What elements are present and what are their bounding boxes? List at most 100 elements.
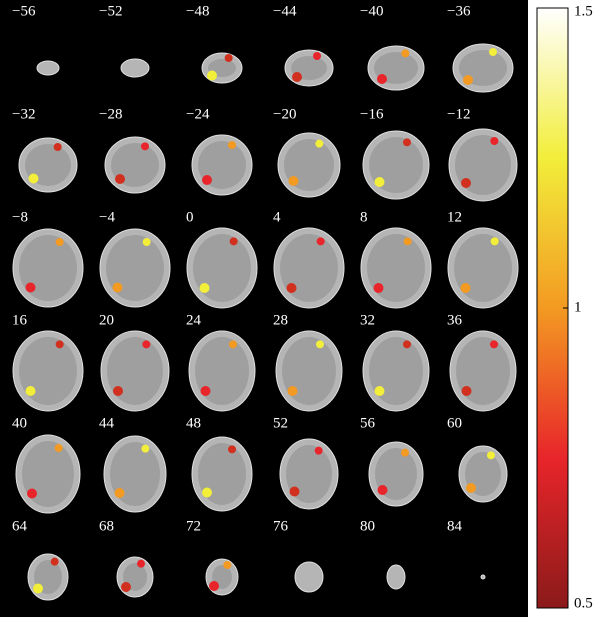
- slices: −56 −52 −48 −44 −40 −36−32 −28 −24 −20 −16 −12−8 −4…: [12, 3, 519, 601]
- slice-label: −20: [273, 106, 296, 122]
- slice-label: −28: [99, 106, 122, 122]
- activation: [401, 49, 410, 58]
- activation: [315, 139, 324, 148]
- slice-label: −56: [12, 3, 36, 19]
- activation: [229, 237, 238, 246]
- activation: [403, 138, 411, 147]
- slice-label: −48: [186, 3, 209, 19]
- activation: [286, 283, 297, 293]
- activation: [114, 488, 125, 498]
- slice-label: 16: [12, 312, 28, 328]
- slice-label: 48: [186, 415, 201, 431]
- slice-label: 56: [360, 415, 376, 431]
- activation: [460, 283, 471, 293]
- activation: [374, 386, 385, 396]
- activation: [53, 143, 62, 151]
- slice-label: 68: [99, 518, 114, 534]
- slice-label: −52: [99, 3, 122, 19]
- activation: [224, 54, 233, 62]
- activation: [141, 444, 150, 453]
- slice-label: 12: [447, 209, 462, 225]
- slice-label: 60: [447, 415, 462, 431]
- activation: [137, 559, 145, 568]
- brain-slice: [386, 564, 406, 590]
- activation: [228, 141, 236, 149]
- activation: [403, 340, 411, 349]
- slice-label: 72: [186, 518, 201, 534]
- brain-slice: [480, 574, 486, 580]
- activation: [55, 340, 64, 349]
- activation: [141, 142, 149, 151]
- activation: [292, 72, 302, 82]
- activation: [373, 283, 384, 293]
- activation: [223, 561, 232, 569]
- activation: [121, 582, 131, 592]
- activation: [202, 175, 212, 185]
- slice-label: 8: [360, 209, 368, 225]
- activation: [200, 386, 211, 396]
- montage-background: [0, 0, 528, 617]
- slice-label: 84: [447, 518, 463, 534]
- slice-label: 0: [186, 209, 194, 225]
- slice-label: 4: [273, 209, 281, 225]
- activation: [490, 340, 498, 349]
- activation: [487, 451, 495, 460]
- activation: [463, 75, 473, 85]
- slice-label: 52: [273, 415, 288, 431]
- activation: [228, 445, 236, 454]
- slice-label: 32: [360, 312, 375, 328]
- brain-slice: [294, 561, 324, 593]
- colorbar-tick-label: 1: [574, 299, 582, 315]
- activation: [25, 386, 36, 396]
- slice-label: −4: [99, 209, 115, 225]
- activation: [113, 386, 123, 396]
- activation: [199, 283, 210, 293]
- colorbar-tick-label: 0.5: [574, 595, 593, 611]
- activation: [207, 70, 217, 81]
- activation: [115, 174, 125, 184]
- activation: [54, 444, 63, 452]
- activation: [461, 178, 471, 188]
- slice-label: 36: [447, 312, 463, 328]
- activation: [314, 446, 323, 455]
- activation: [377, 74, 387, 84]
- slice-label: 40: [12, 415, 27, 431]
- activation: [490, 237, 499, 246]
- activation: [229, 340, 237, 349]
- slice-label: 28: [273, 312, 288, 328]
- slice-label: −36: [447, 3, 471, 19]
- slice-label: −32: [12, 106, 35, 122]
- activation: [490, 137, 499, 145]
- activation: [288, 176, 299, 186]
- colorbar: [536, 7, 569, 609]
- activation: [461, 386, 472, 396]
- activation: [55, 238, 64, 246]
- slice-label: −8: [12, 209, 28, 225]
- activation: [401, 448, 409, 457]
- slice-label: −24: [186, 106, 210, 122]
- activation: [112, 282, 123, 293]
- slice-label: −44: [273, 3, 297, 19]
- activation: [28, 173, 39, 184]
- activation: [466, 483, 476, 493]
- colorbar-tick-label: 1.5: [574, 3, 593, 19]
- slice-label: 64: [12, 518, 28, 534]
- activation: [403, 237, 412, 246]
- activation: [374, 177, 385, 187]
- activation: [489, 48, 497, 56]
- activation: [25, 282, 36, 293]
- slice-label: −16: [360, 106, 384, 122]
- activation: [142, 340, 151, 349]
- activation: [209, 581, 219, 591]
- activation: [316, 340, 324, 349]
- slice-label: 76: [273, 518, 289, 534]
- activation: [142, 238, 151, 246]
- activation: [33, 583, 43, 594]
- activation: [377, 485, 388, 495]
- slice-label: −40: [360, 3, 383, 19]
- activation: [50, 557, 59, 566]
- activation: [27, 488, 37, 499]
- slice-label: 24: [186, 312, 202, 328]
- slice-label: 80: [360, 518, 375, 534]
